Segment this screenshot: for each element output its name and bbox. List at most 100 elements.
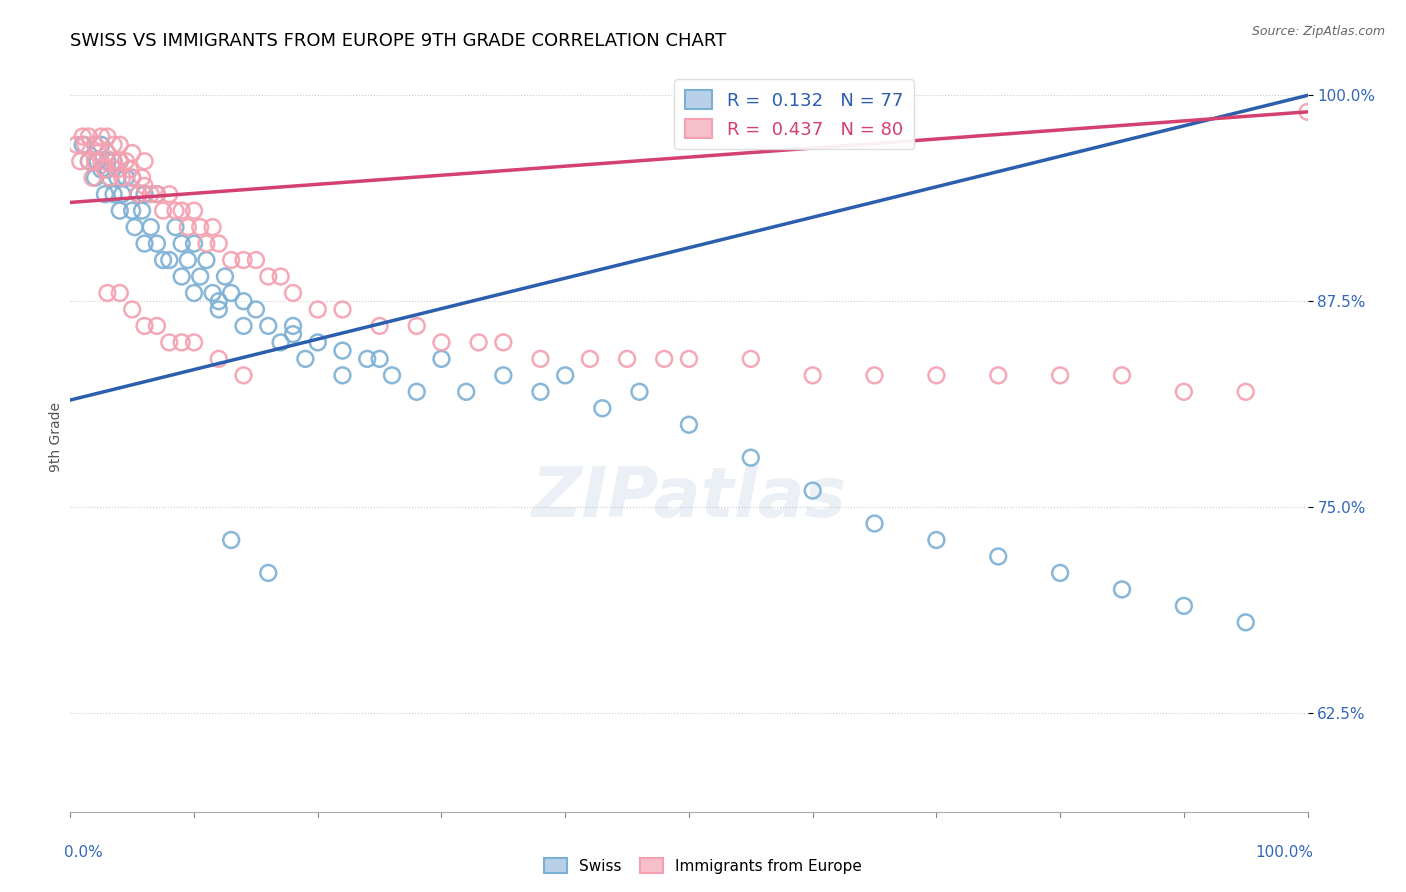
Point <box>332 302 354 317</box>
Point <box>219 533 242 547</box>
Point <box>430 351 453 366</box>
Point <box>270 335 292 350</box>
Point <box>208 294 231 309</box>
Point <box>108 154 131 169</box>
Point <box>121 170 143 185</box>
Point <box>208 236 231 251</box>
Point <box>925 368 948 383</box>
Point <box>257 566 280 580</box>
Point <box>281 285 304 300</box>
Point <box>987 549 1010 564</box>
Point <box>245 253 267 268</box>
Point <box>1234 384 1257 399</box>
Point <box>170 236 193 251</box>
Point <box>103 187 125 202</box>
Point <box>492 368 515 383</box>
Point <box>96 146 118 161</box>
Point <box>281 318 304 333</box>
Point <box>628 384 651 399</box>
Point <box>678 351 700 366</box>
Point <box>467 335 489 350</box>
Point <box>139 220 162 235</box>
Point <box>111 187 134 202</box>
Point <box>134 178 156 193</box>
Point <box>152 253 174 268</box>
Point <box>134 236 156 251</box>
Text: ZIPatlas: ZIPatlas <box>531 464 846 531</box>
Text: Source: ZipAtlas.com: Source: ZipAtlas.com <box>1251 25 1385 38</box>
Point <box>1234 615 1257 630</box>
Point <box>183 335 205 350</box>
Point <box>257 269 280 284</box>
Point <box>188 220 211 235</box>
Text: 100.0%: 100.0% <box>1256 846 1313 861</box>
Point <box>281 327 304 342</box>
Point <box>72 137 94 152</box>
Point <box>188 269 211 284</box>
Point <box>146 187 169 202</box>
Point <box>1049 566 1071 580</box>
Point <box>430 335 453 350</box>
Point <box>108 137 131 152</box>
Point <box>232 253 254 268</box>
Point <box>740 351 762 366</box>
Point <box>90 162 112 177</box>
Point <box>201 220 224 235</box>
Point <box>183 203 205 218</box>
Point <box>801 368 824 383</box>
Point <box>86 154 108 169</box>
Point <box>146 236 169 251</box>
Point <box>170 269 193 284</box>
Point <box>98 170 121 185</box>
Point <box>219 285 242 300</box>
Point <box>157 335 180 350</box>
Point <box>294 351 316 366</box>
Point <box>257 318 280 333</box>
Legend: R =  0.132   N = 77, R =  0.437   N = 80: R = 0.132 N = 77, R = 0.437 N = 80 <box>675 79 914 150</box>
Point <box>1111 368 1133 383</box>
Point <box>307 335 329 350</box>
Point <box>96 162 118 177</box>
Point <box>108 285 131 300</box>
Point <box>208 351 231 366</box>
Point <box>121 146 143 161</box>
Point <box>90 137 112 152</box>
Point <box>405 318 427 333</box>
Point <box>170 203 193 218</box>
Point <box>115 170 138 185</box>
Point <box>105 170 128 185</box>
Point <box>863 368 886 383</box>
Y-axis label: 9th Grade: 9th Grade <box>49 402 63 472</box>
Point <box>65 137 87 152</box>
Point <box>134 154 156 169</box>
Point <box>356 351 378 366</box>
Point <box>157 187 180 202</box>
Point <box>652 351 675 366</box>
Point <box>1111 582 1133 597</box>
Text: 0.0%: 0.0% <box>65 846 103 861</box>
Point <box>245 302 267 317</box>
Point <box>678 417 700 432</box>
Point <box>170 335 193 350</box>
Point <box>165 220 187 235</box>
Point <box>96 285 118 300</box>
Point <box>131 170 153 185</box>
Point <box>121 203 143 218</box>
Point <box>96 154 118 169</box>
Point <box>84 137 107 152</box>
Point <box>103 154 125 169</box>
Point <box>492 335 515 350</box>
Point <box>740 450 762 465</box>
Point <box>77 154 100 169</box>
Point <box>84 137 107 152</box>
Point <box>134 318 156 333</box>
Point <box>1296 104 1319 119</box>
Point <box>94 162 117 177</box>
Point <box>77 154 100 169</box>
Point <box>127 187 149 202</box>
Point <box>201 285 224 300</box>
Point <box>86 146 108 161</box>
Point <box>987 368 1010 383</box>
Point <box>103 137 125 152</box>
Point <box>108 203 131 218</box>
